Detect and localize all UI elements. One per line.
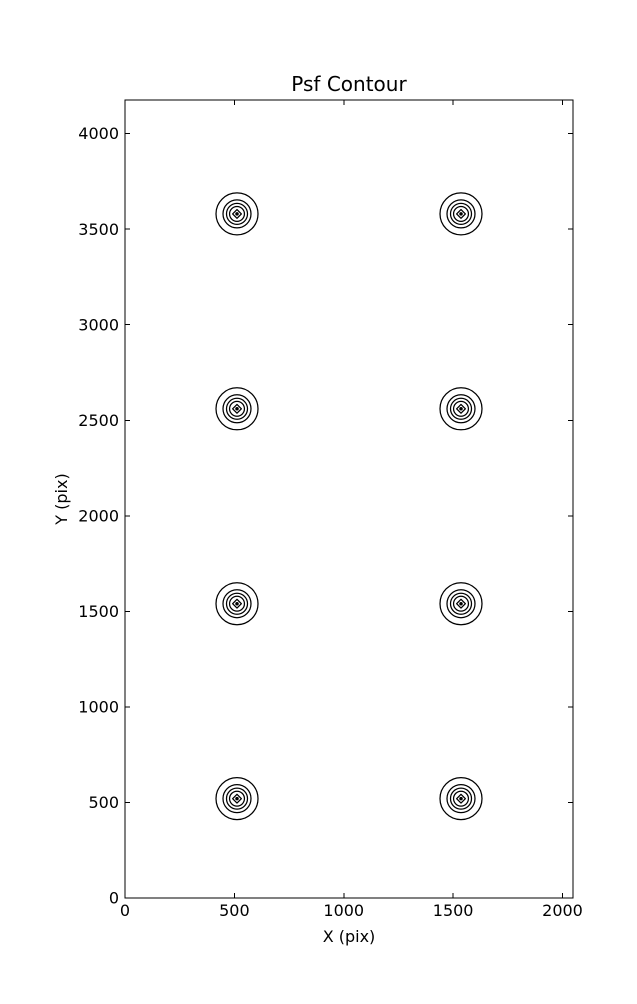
plot-title: Psf Contour — [291, 72, 407, 96]
axis-ticks — [124, 100, 573, 899]
contour-ring — [446, 394, 476, 424]
psf-contour-blob — [439, 387, 483, 431]
x-axis-label: X (pix) — [323, 927, 376, 946]
contour-center-dot — [235, 407, 239, 411]
contour-ring — [446, 199, 476, 229]
contour-ring — [439, 582, 483, 626]
contour-ring — [446, 784, 476, 814]
contour-ring — [215, 387, 259, 431]
x-tick-label: 500 — [219, 901, 250, 920]
psf-contour-blob — [439, 192, 483, 236]
contour-ring — [449, 787, 473, 810]
contour-ring — [439, 777, 483, 821]
contour-ring — [215, 777, 259, 821]
contour-center-dot — [459, 212, 463, 216]
psf-contour-blob — [215, 777, 259, 821]
y-axis-label: Y (pix) — [52, 473, 71, 525]
contour-ring-diamond — [456, 598, 467, 609]
contour-ring — [225, 202, 249, 226]
contour-ring — [215, 582, 259, 626]
y-tick-label: 3000 — [78, 315, 119, 334]
contour-ring — [439, 192, 483, 236]
y-tick-label: 3500 — [78, 220, 119, 239]
contour-ring-diamond — [232, 208, 243, 219]
contour-ring-diamond — [456, 793, 467, 804]
contour-ring-diamond — [232, 793, 243, 804]
contour-ring — [439, 387, 483, 431]
contour-ring-diamond — [456, 208, 467, 219]
y-tick-label: 0 — [109, 889, 119, 908]
psf-contour-blob — [215, 387, 259, 431]
contour-center-dot — [235, 601, 239, 606]
x-tick-label: 1000 — [323, 901, 364, 920]
contour-ring — [452, 595, 470, 612]
contour-ring — [452, 790, 470, 807]
contour-ring — [452, 400, 470, 417]
contour-center-dot — [235, 212, 239, 216]
contour-ring — [225, 592, 249, 615]
y-tick-label: 2000 — [78, 506, 119, 525]
contour-ring-diamond — [456, 403, 467, 414]
psf-contour-blobs — [215, 192, 483, 821]
contour-ring — [452, 205, 470, 222]
y-tick-label: 1000 — [78, 698, 119, 717]
x-tick-label: 1500 — [433, 901, 474, 920]
contour-center-dot — [459, 601, 463, 606]
contour-ring — [225, 787, 249, 810]
y-tick-label: 1500 — [78, 602, 119, 621]
contour-ring — [222, 199, 252, 229]
x-tick-label: 2000 — [542, 901, 583, 920]
contour-center-dot — [235, 796, 239, 801]
axis-tick-labels: 0 500 1000 1500 2000 0 500 1000 1500 2000 2500 3000… — [78, 124, 583, 920]
y-tick-label: 500 — [88, 793, 119, 812]
contour-ring — [449, 202, 473, 226]
contour-ring — [228, 790, 246, 807]
contour-ring — [228, 205, 246, 222]
contour-center-dot — [459, 407, 463, 411]
contour-ring — [228, 595, 246, 612]
contour-ring — [225, 397, 249, 420]
psf-contour-blob — [439, 582, 483, 626]
y-tick-label: 2500 — [78, 411, 119, 430]
contour-ring — [222, 589, 252, 619]
contour-ring — [449, 592, 473, 615]
contour-ring-diamond — [232, 598, 243, 609]
x-tick-label: 0 — [120, 901, 130, 920]
contour-ring — [228, 400, 246, 417]
psf-contour-blob — [215, 192, 259, 236]
psf-contour-blob — [215, 582, 259, 626]
contour-ring — [215, 192, 259, 236]
plot-area-frame — [124, 99, 574, 899]
contour-ring — [446, 589, 476, 619]
contour-center-dot — [459, 796, 463, 801]
contour-ring — [449, 397, 473, 420]
contour-ring-diamond — [232, 403, 243, 414]
contour-ring — [222, 394, 252, 424]
y-tick-label: 4000 — [78, 124, 119, 143]
psf-contour-blob — [439, 777, 483, 821]
contour-ring — [222, 784, 252, 814]
